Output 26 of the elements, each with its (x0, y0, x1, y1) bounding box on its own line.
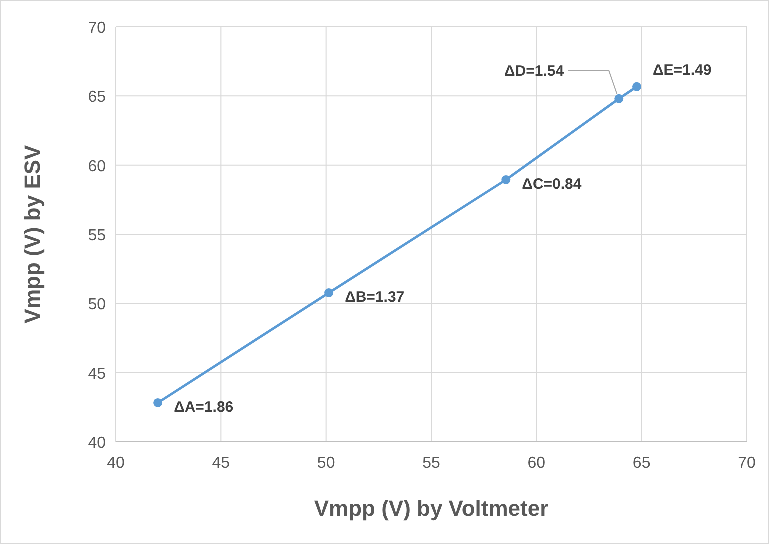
y-tick-label: 70 (88, 20, 106, 37)
y-tick-label: 55 (88, 228, 106, 244)
y-tick-label: 45 (88, 366, 106, 383)
point (502, 175, 511, 184)
x-tick-label: 60 (528, 455, 546, 472)
x-tick-label: 55 (422, 455, 440, 472)
annotation: ΔB=1.37 (345, 289, 405, 306)
annotation: ΔA=1.86 (174, 398, 234, 416)
x-axis-title: Vmpp (V) by Voltmeter (314, 496, 550, 521)
x-tick-label: 40 (107, 455, 125, 472)
x-tick-label: 45 (212, 455, 230, 472)
x-tick-label: 65 (632, 455, 651, 472)
annotation: ΔD=1.54 (504, 62, 565, 80)
point (632, 82, 642, 92)
y-tick-label: 50 (88, 296, 106, 314)
y-axis-title: Vmpp (V) by ESV (20, 144, 45, 324)
y-tick-label: 60 (88, 158, 106, 176)
y-tick-label: 40 (88, 435, 106, 452)
x-tick-label: 70 (738, 455, 756, 472)
y-tick-label: 65 (88, 89, 106, 106)
point (614, 94, 624, 104)
annotation: ΔE=1.49 (652, 62, 712, 79)
point (324, 288, 334, 298)
point (154, 398, 163, 408)
annotation: ΔC=0.84 (522, 176, 582, 193)
x-tick-label: 50 (317, 455, 336, 472)
